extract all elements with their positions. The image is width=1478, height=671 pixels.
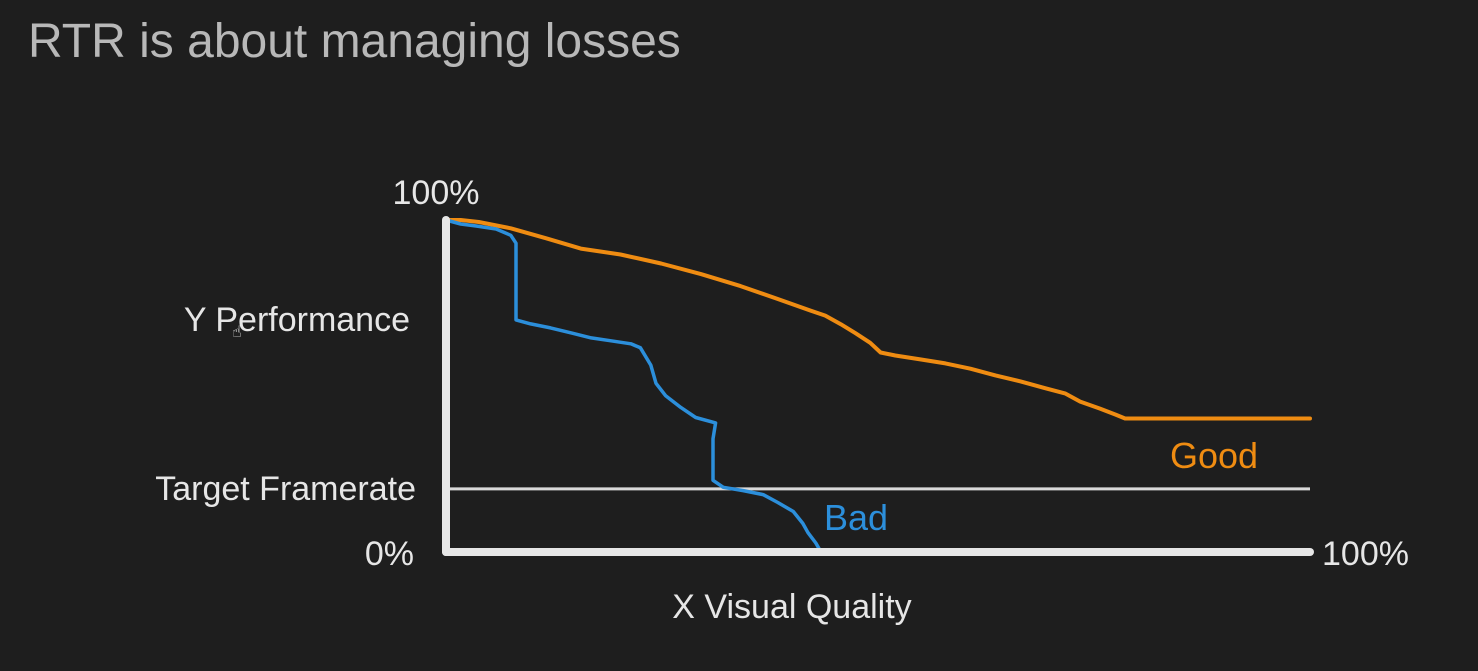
good-series-label: Good [1170, 435, 1258, 476]
target-framerate-label: Target Framerate [155, 470, 416, 508]
bad-series-line [444, 218, 823, 554]
hand-cursor-icon: ☝ [232, 324, 242, 341]
x-axis-right-tick-label: 100% [1322, 535, 1409, 573]
good-series-line [444, 218, 1312, 421]
y-axis-bottom-tick-label: 0% [365, 535, 414, 573]
x-axis-title: X Visual Quality [672, 588, 911, 626]
y-axis-top-tick-label: 100% [393, 174, 480, 212]
plot-area [442, 216, 1314, 556]
bad-series-label: Bad [824, 497, 888, 538]
labels: 100% Y Performance Target Framerate 0% 1… [155, 174, 1409, 626]
y-axis-title: Y Performance [184, 301, 410, 339]
slide-title: RTR is about managing losses [28, 15, 681, 68]
